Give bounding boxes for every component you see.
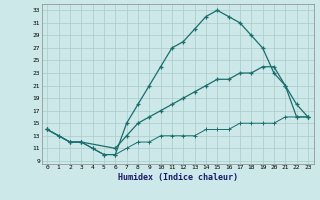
X-axis label: Humidex (Indice chaleur): Humidex (Indice chaleur) <box>118 173 237 182</box>
